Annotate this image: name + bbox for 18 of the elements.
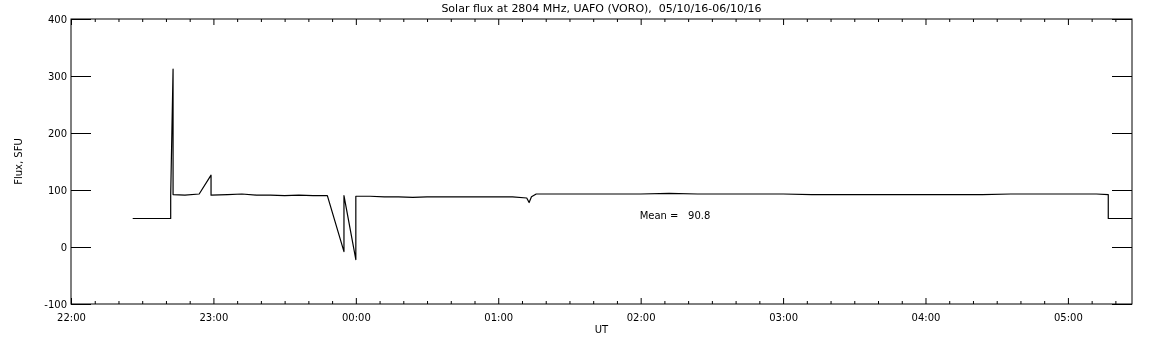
x-tick-label: 03:00 bbox=[769, 312, 798, 324]
x-axis-title: UT bbox=[594, 324, 610, 335]
chart-title: Solar flux at 2804 MHz, UAFO (VORO), 05/10/16-06/10/16 bbox=[441, 2, 762, 15]
y-tick-label: 200 bbox=[47, 127, 67, 139]
x-tick-label: 04:00 bbox=[911, 312, 941, 324]
y-tick-label: 100 bbox=[47, 184, 67, 196]
y-tick-label: 400 bbox=[47, 13, 67, 25]
y-axis-title: Flux, SFU bbox=[13, 138, 24, 185]
x-tick-label: 22:00 bbox=[57, 312, 86, 324]
x-tick-label: 00:00 bbox=[341, 312, 371, 324]
y-tick-label: -100 bbox=[44, 298, 67, 310]
x-tick-label: 23:00 bbox=[199, 312, 229, 324]
y-tick-label: 0 bbox=[60, 241, 67, 253]
annotation: Mean = 90.8 bbox=[639, 209, 711, 221]
x-tick-label: 05:00 bbox=[1054, 312, 1083, 324]
y-tick-label: 300 bbox=[47, 70, 67, 82]
x-tick-label: 01:00 bbox=[484, 312, 514, 324]
x-tick-label: 02:00 bbox=[626, 312, 656, 324]
